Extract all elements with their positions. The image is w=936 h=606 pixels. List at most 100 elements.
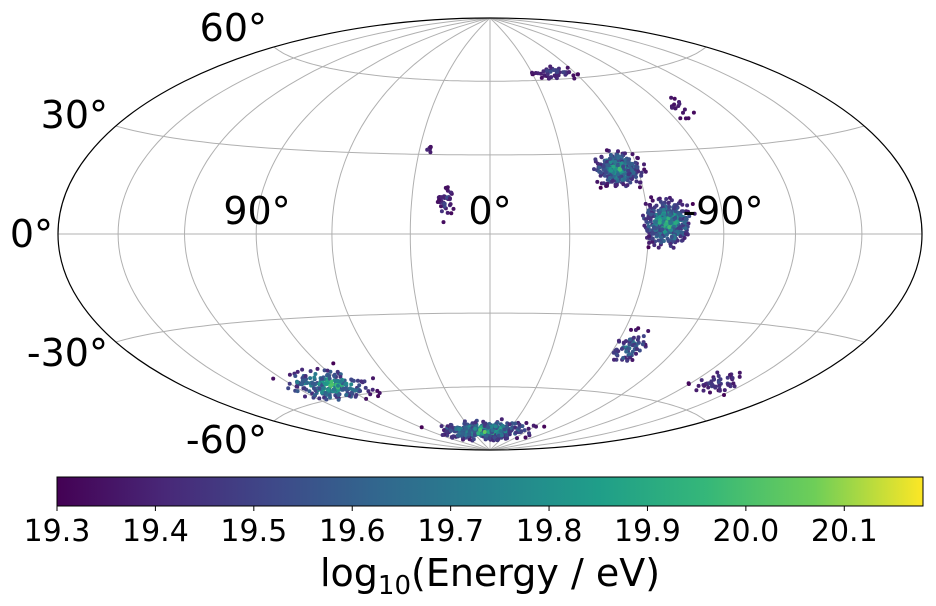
- event-point: [471, 437, 476, 442]
- colorbar-tick-label: 19.3: [24, 514, 91, 549]
- event-point: [669, 234, 674, 239]
- event-point: [331, 361, 336, 366]
- event-point: [478, 427, 483, 432]
- event-point: [597, 165, 602, 170]
- event-point: [336, 383, 340, 388]
- event-point: [644, 219, 649, 224]
- event-point: [657, 196, 662, 201]
- event-point: [368, 392, 373, 397]
- event-point: [348, 386, 353, 391]
- event-point: [312, 375, 317, 380]
- event-point: [439, 209, 444, 214]
- event-point: [499, 417, 504, 422]
- event-point: [439, 195, 444, 200]
- event-point: [628, 355, 633, 360]
- parallel-line: [115, 312, 865, 343]
- event-point: [448, 428, 453, 433]
- colorbar: [56, 476, 924, 507]
- event-point: [613, 160, 618, 164]
- event-point: [338, 374, 343, 379]
- event-point: [321, 386, 326, 391]
- event-point: [659, 235, 664, 240]
- event-point: [671, 245, 676, 250]
- event-point: [595, 179, 600, 184]
- event-point: [299, 382, 304, 387]
- event-point: [616, 349, 621, 354]
- event-point: [642, 162, 646, 167]
- event-point: [507, 429, 512, 434]
- event-point: [539, 75, 544, 80]
- lon-tick-0: 0°: [468, 189, 511, 233]
- event-point: [728, 372, 732, 377]
- event-point: [517, 425, 521, 430]
- event-point: [362, 379, 367, 384]
- colorbar-tick-label: 19.8: [516, 514, 583, 549]
- event-point: [717, 388, 722, 393]
- event-point: [636, 335, 641, 340]
- event-point: [455, 433, 460, 438]
- event-point: [716, 380, 721, 385]
- colorbar-tick-label: 19.5: [220, 514, 287, 549]
- event-point: [667, 207, 671, 212]
- event-point: [507, 422, 512, 427]
- event-point: [344, 392, 349, 397]
- event-point: [621, 164, 626, 169]
- event-point: [304, 381, 309, 385]
- event-point: [654, 220, 659, 224]
- event-point: [448, 196, 452, 201]
- event-point: [336, 392, 341, 397]
- event-point: [312, 386, 317, 391]
- event-point: [599, 155, 604, 160]
- colorbar-tick-label: 20.1: [811, 514, 878, 549]
- event-point: [682, 220, 687, 225]
- event-point: [653, 226, 658, 231]
- event-point: [615, 163, 620, 168]
- event-point: [731, 381, 736, 386]
- event-point: [439, 204, 443, 209]
- event-point: [624, 339, 628, 344]
- event-point: [715, 370, 720, 375]
- event-point: [686, 382, 691, 386]
- event-point: [674, 203, 679, 208]
- event-points: [271, 64, 742, 443]
- event-point: [619, 346, 624, 351]
- event-point: [664, 232, 669, 237]
- event-point: [287, 381, 292, 386]
- event-point: [672, 96, 677, 101]
- event-point: [355, 378, 360, 383]
- event-point: [542, 424, 547, 429]
- lat-tick-0: 0°: [10, 212, 53, 256]
- event-point: [327, 393, 332, 398]
- event-point: [593, 157, 598, 162]
- event-point: [614, 182, 619, 187]
- event-point: [621, 182, 626, 187]
- event-point: [622, 177, 627, 182]
- event-point: [684, 209, 689, 214]
- event-point: [682, 107, 687, 112]
- event-point: [502, 427, 507, 432]
- event-point: [329, 379, 334, 384]
- event-point: [548, 69, 553, 74]
- event-point: [666, 216, 671, 221]
- event-point: [463, 426, 468, 431]
- event-point: [527, 431, 531, 436]
- event-point: [428, 150, 433, 155]
- event-point: [300, 378, 305, 383]
- event-point: [668, 213, 672, 218]
- event-point: [649, 195, 654, 200]
- event-point: [685, 203, 690, 208]
- event-point: [699, 378, 704, 383]
- event-point: [344, 387, 349, 392]
- event-point: [371, 376, 375, 381]
- event-point: [505, 425, 510, 429]
- event-point: [271, 376, 276, 381]
- event-point: [651, 231, 656, 236]
- event-point: [541, 69, 546, 74]
- event-point: [666, 200, 671, 205]
- event-point: [495, 438, 500, 443]
- colorbar-tick-label: 19.9: [614, 514, 681, 549]
- event-point: [327, 376, 332, 381]
- event-point: [725, 375, 730, 380]
- event-point: [366, 389, 371, 394]
